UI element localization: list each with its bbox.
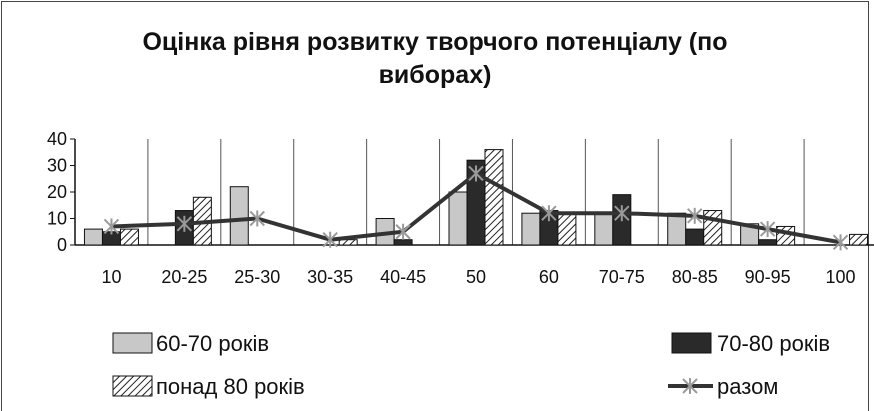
bar xyxy=(758,239,778,246)
total-point-marker xyxy=(249,210,265,227)
x-tick-label: 60 xyxy=(539,267,559,287)
x-tick-label: 40-45 xyxy=(380,267,426,287)
legend-swatch xyxy=(112,332,153,354)
legend-marker xyxy=(682,378,698,394)
x-tick-label: 100 xyxy=(826,267,856,287)
bar xyxy=(849,233,869,246)
total-point-marker xyxy=(832,234,849,251)
legend-label: понад 80 років xyxy=(156,374,305,399)
total-point-marker xyxy=(759,221,776,238)
y-tick-label: 10 xyxy=(47,209,67,229)
legend-label: разом xyxy=(717,374,778,399)
bar xyxy=(119,228,139,246)
bar xyxy=(667,212,687,246)
legend-item: 60-70 років xyxy=(112,331,269,356)
total-line xyxy=(103,165,849,251)
bar xyxy=(448,191,468,246)
bar xyxy=(685,228,705,246)
bar xyxy=(229,186,249,246)
legend-swatch xyxy=(112,375,153,397)
y-tick-label: 30 xyxy=(47,156,67,176)
legend-swatch xyxy=(671,332,712,354)
total-point-marker xyxy=(541,205,557,222)
legend-label: 70-80 років xyxy=(717,331,830,356)
legend-item: понад 80 років xyxy=(112,374,305,399)
chart-title: Оцінка рівня розвитку творчого потенціал… xyxy=(142,28,728,89)
legend-label: 60-70 років xyxy=(156,331,269,356)
legend-item: 70-80 років xyxy=(671,331,830,356)
total-point-marker xyxy=(687,207,703,224)
axes: 0 10 20 30 40 10 20-25 25-30 30-35 40-45 50 60 70-75… xyxy=(47,129,874,287)
legend-item: разом xyxy=(668,374,778,399)
total-point-marker xyxy=(468,165,484,182)
total-point-marker xyxy=(176,215,193,232)
x-tick-label: 25-30 xyxy=(234,267,280,287)
x-tick-label: 50 xyxy=(466,267,486,287)
bar xyxy=(521,212,541,246)
bar xyxy=(484,149,504,246)
x-tick-label: 80-85 xyxy=(672,267,718,287)
bar xyxy=(557,212,577,246)
x-tick-label: 10 xyxy=(101,267,121,287)
x-tick-label: 20-25 xyxy=(161,267,207,287)
y-tick-label: 20 xyxy=(47,182,67,202)
y-tick-label: 0 xyxy=(57,235,67,255)
bar xyxy=(338,239,358,246)
x-tick-label: 70-75 xyxy=(599,267,645,287)
x-tick-label: 30-35 xyxy=(307,267,353,287)
bar xyxy=(594,212,614,246)
total-point-marker xyxy=(614,205,630,222)
total-point-marker xyxy=(395,223,411,240)
total-point-marker xyxy=(322,231,338,248)
x-tick-label: 90-95 xyxy=(745,267,791,287)
total-point-marker xyxy=(103,218,120,235)
bar xyxy=(703,210,723,246)
legend: 60-70 років 70-80 років понад 80 років разо… xyxy=(112,331,830,399)
y-tick-label: 40 xyxy=(47,129,67,149)
bar xyxy=(83,228,103,246)
bars xyxy=(83,149,869,246)
bar xyxy=(393,239,413,246)
